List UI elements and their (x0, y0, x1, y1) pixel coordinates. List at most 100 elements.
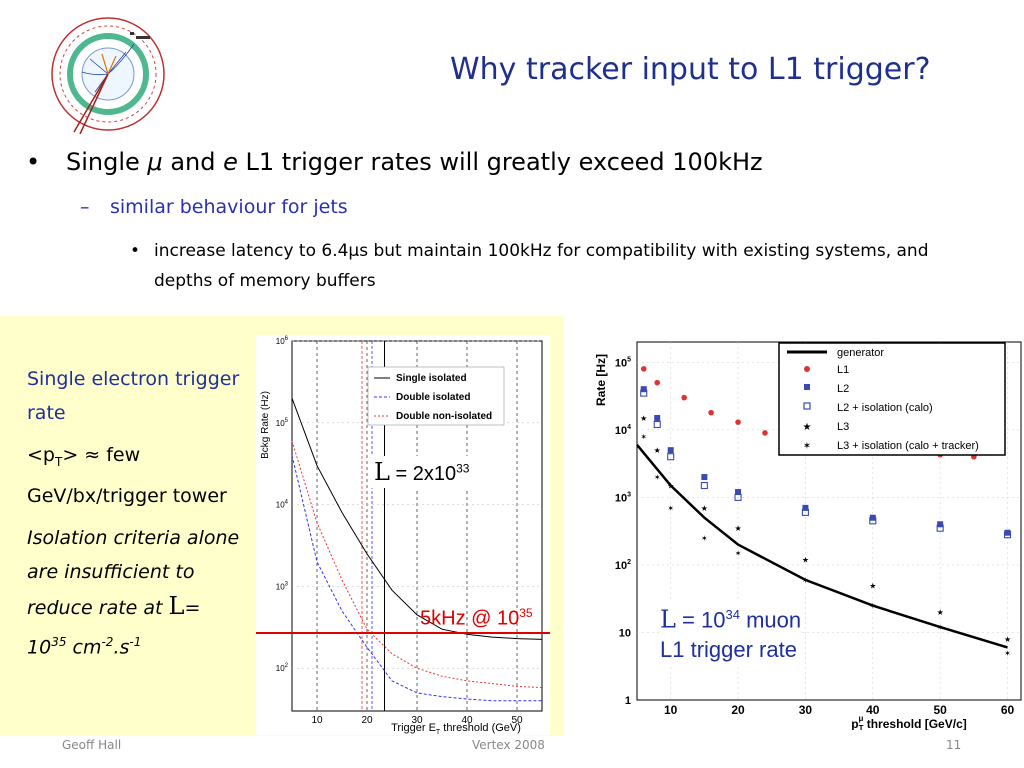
series-4-point: ★ (937, 608, 944, 617)
muon-rate-chart: ★ ★ ★ ★ ★ ★ ★ ★ ★ ✶ ✶ ✶ ✶ ✶ ✶ ✶ ✶ ✶ 105 104 103 102 10 1 10 20 3… (591, 330, 1024, 733)
legend-l3: L3 (837, 421, 849, 433)
series-5-point: ✶ (640, 432, 647, 441)
dash-icon: – (80, 196, 90, 218)
slide-title: Why tracker input to L1 trigger? (450, 52, 931, 87)
right-y-tick-label: 104 (615, 424, 631, 437)
left-x-tick-label: 50 (511, 715, 523, 726)
series-1-point (681, 394, 687, 401)
series-2-point (802, 504, 809, 511)
right-legend: ★ ✶ generator L1 L2 L2 + isolation (calo… (778, 342, 1006, 456)
right-x-tick-label: 50 (933, 703, 947, 717)
series-2-point (654, 414, 661, 421)
right-y-axis-label: Rate [Hz] (594, 354, 608, 406)
generator-line (636, 444, 1008, 649)
series-5-point: ✶ (701, 534, 708, 543)
series-4-point: ★ (640, 414, 647, 423)
legend-double-non-isolated: Double non-isolated (396, 411, 492, 422)
left-x-axis-label: Trigger ET threshold (GeV) (391, 722, 521, 735)
legend-l3-isolation: L3 + isolation (calo + tracker) (837, 440, 979, 452)
right-y-tick-label: 102 (615, 559, 631, 572)
left-series-line-2 (291, 440, 543, 689)
side-note-3: Isolation criteria alone are insufficien… (27, 526, 240, 659)
series-4-point: ★ (701, 504, 708, 513)
left-x-tick-label: 30 (411, 715, 423, 726)
svg-text:✶: ✶ (803, 441, 811, 452)
left-x-tick-label: 20 (361, 715, 373, 726)
bullet-dot-icon: • (130, 241, 141, 261)
left-x-tick-label: 10 (311, 715, 323, 726)
series-2-point (701, 474, 708, 481)
series-5-point: ✶ (802, 576, 809, 585)
series-1-point (640, 366, 647, 372)
right-y-tick-label: 1 (625, 695, 631, 707)
left-y-tick-label: 105 (276, 418, 289, 428)
bullet-3-text: increase latency to 6.4μs but maintain 1… (154, 241, 929, 291)
series-3-point (653, 420, 661, 429)
cms-event-display-logo (50, 14, 168, 135)
series-3-point (700, 481, 708, 490)
series-5-point: ✶ (1004, 649, 1011, 658)
legend-l2: L2 (837, 383, 849, 395)
left-series-line-0 (291, 398, 543, 640)
bullet-level-2: – similar behaviour for jets (80, 196, 348, 218)
left-legend: Single isolated Double isolated Double n… (367, 366, 505, 426)
series-2-point (1004, 529, 1011, 536)
series-5-point: ✶ (869, 602, 876, 611)
left-x-tick-label: 40 (461, 715, 473, 726)
series-4-point: ★ (667, 482, 674, 491)
series-1-point (654, 379, 661, 386)
svg-text:★: ★ (803, 422, 812, 433)
bullet-level-3: • increase latency to 6.4μs but maintain… (130, 236, 970, 291)
left-y-axis-label: Bckg Rate (Hz) (260, 391, 271, 459)
series-3-point (936, 524, 944, 532)
series-3-point (640, 389, 648, 397)
series-4-point: ★ (869, 581, 876, 590)
left-y-tick-label: 106 (276, 336, 289, 346)
threshold-5khz-label: 5kHz @ 1035 (420, 606, 533, 630)
right-lumi-label: L = 1034 muon L1 trigger rate (660, 600, 802, 666)
right-x-tick-label: 20 (731, 703, 745, 717)
left-series-line-1 (291, 455, 542, 702)
right-y-tick-label: 10 (619, 627, 631, 639)
series-1-point (708, 409, 714, 416)
side-note-2: <pT> ≈ few GeV/bx/trigger tower (27, 444, 227, 507)
series-3-point (667, 453, 675, 461)
series-2-point (640, 386, 647, 393)
series-2-point (667, 447, 674, 454)
series-4-point: ★ (734, 524, 741, 533)
right-y-tick-label: 103 (615, 491, 631, 504)
series-3-point (869, 517, 877, 525)
right-x-axis-label: pTμ threshold [GeV/c] (851, 714, 967, 730)
right-x-tick-label: 10 (664, 703, 678, 717)
bullet-dot-icon: • (26, 148, 41, 176)
series-5-point: ✶ (654, 473, 661, 482)
side-note-1: Single electron trigger rate (27, 368, 240, 424)
series-1-point (762, 430, 768, 436)
left-y-tick-label: 103 (276, 581, 289, 591)
right-x-tick-label: 30 (799, 703, 813, 717)
electron-rate-chart: 106 105 104 103 102 10 20 30 40 50 Bckg Rate (Hz… (256, 335, 550, 736)
series-5-point: ✶ (937, 623, 944, 632)
left-y-tick-label: 102 (276, 663, 289, 673)
legend-single-isolated: Single isolated (396, 373, 467, 384)
legend-double-isolated: Double isolated (396, 392, 470, 403)
side-notes: Single electron trigger rate <pT> ≈ few … (27, 362, 247, 672)
series-4-point: ★ (654, 446, 661, 455)
series-3-point (801, 508, 809, 516)
left-lumi-label: L = 2x1033 (370, 456, 474, 488)
series-2-point (937, 521, 944, 528)
series-5-point: ✶ (667, 504, 674, 513)
series-3-point (1003, 531, 1012, 539)
series-2-point (735, 489, 742, 496)
left-y-tick-label: 104 (276, 500, 289, 510)
right-x-tick-label: 40 (866, 703, 880, 717)
right-y-tick-label: 105 (615, 356, 631, 369)
footer-page-number: 11 (946, 738, 962, 752)
series-4-point: ★ (1004, 635, 1011, 644)
series-5-point: ✶ (735, 549, 742, 558)
bullet-2-text: similar behaviour for jets (110, 196, 348, 218)
legend-generator: generator (837, 347, 884, 359)
series-1-point (735, 419, 741, 425)
right-x-tick-label: 60 (1001, 703, 1015, 717)
legend-l2-isolation: L2 + isolation (calo) (837, 402, 933, 414)
